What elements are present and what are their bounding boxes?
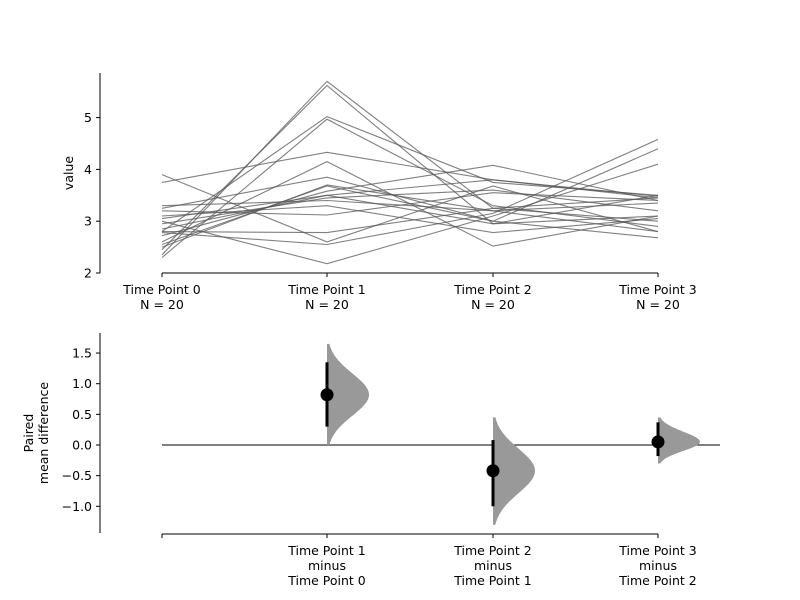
paired-observation-line — [161, 118, 659, 258]
comparison-label-line: Time Point 1 — [287, 543, 366, 558]
mean-difference-dot — [651, 435, 665, 449]
top-y-tick-label: 2 — [84, 266, 92, 281]
paired-observation-line — [161, 184, 659, 248]
paired-observation-line — [161, 179, 659, 220]
bottom-y-tick-label: 1.5 — [72, 346, 92, 361]
top-x-tick-label: Time Point 3 — [618, 282, 697, 297]
top-x-group-n: N = 20 — [636, 297, 680, 312]
top-y-tick-label: 3 — [84, 214, 92, 229]
top-x-tick-label: Time Point 1 — [287, 282, 366, 297]
bottom-y-axis-label-line1: Paired — [21, 414, 36, 453]
comparison-label-line: Time Point 3 — [618, 543, 697, 558]
bottom-panel-mean-difference: −1.0 −0.5 0.0 0.5 1.0 1.5 Paired mean differenc… — [21, 333, 720, 588]
paired-observation-line — [161, 163, 659, 265]
mean-difference-dot — [486, 464, 500, 478]
top-x-tick-label: Time Point 2 — [453, 282, 532, 297]
paired-observation-line — [161, 199, 659, 212]
paired-observation-line — [161, 151, 659, 199]
top-y-tick-label: 5 — [84, 110, 92, 125]
bottom-y-tick-label: −1.0 — [62, 499, 92, 514]
comparison-label-line: Time Point 2 — [618, 573, 697, 588]
paired-observation-line — [161, 138, 659, 246]
paired-observation-line — [161, 205, 659, 234]
top-y-tick-label: 4 — [84, 162, 92, 177]
bottom-y-axis-label-line2: mean difference — [36, 382, 51, 484]
bottom-y-tick-label: 0.5 — [72, 407, 92, 422]
paired-observation-line — [161, 194, 659, 230]
comparison-label-line: Time Point 2 — [453, 543, 532, 558]
top-x-group-n: N = 20 — [140, 297, 184, 312]
paired-observation-line — [161, 207, 659, 234]
bootstrap-distribution — [327, 343, 369, 445]
top-x-group-n: N = 20 — [305, 297, 349, 312]
comparison-label-line: minus — [308, 558, 346, 573]
paired-observation-line — [161, 148, 659, 222]
comparison-label-line: minus — [474, 558, 512, 573]
bottom-y-tick-label: −0.5 — [62, 468, 92, 483]
comparison-label-line: Time Point 1 — [453, 573, 532, 588]
paired-observation-line — [161, 164, 659, 237]
comparison-label-line: Time Point 0 — [287, 573, 366, 588]
paired-observation-line — [161, 185, 659, 246]
top-x-group-n: N = 20 — [471, 297, 515, 312]
bootstrap-distribution — [658, 417, 700, 464]
mean-difference-dot — [320, 388, 334, 402]
top-y-axis-label: value — [61, 156, 76, 190]
bottom-y-tick-label: 0.0 — [72, 438, 92, 453]
top-x-tick-label: Time Point 0 — [122, 282, 201, 297]
bootstrap-distribution — [493, 417, 535, 525]
bottom-y-tick-label: 1.0 — [72, 376, 92, 391]
paired-observation-line — [161, 174, 659, 243]
comparison-label-line: minus — [639, 558, 677, 573]
